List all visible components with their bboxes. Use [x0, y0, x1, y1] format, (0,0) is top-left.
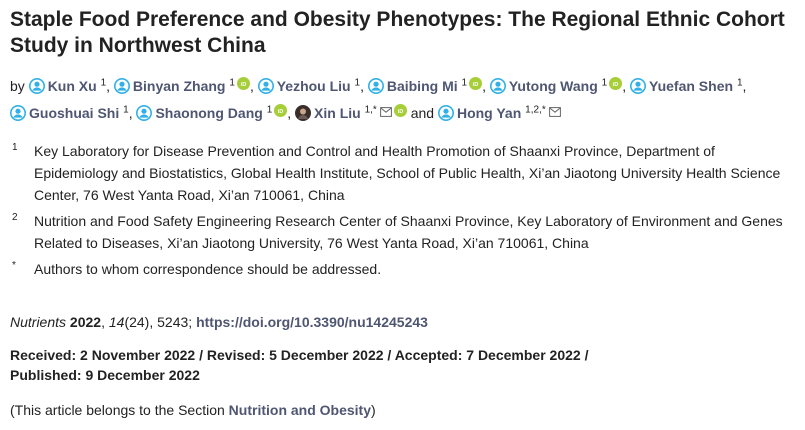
- article-title: Staple Food Preference and Obesity Pheno…: [10, 8, 785, 57]
- affiliation-list: 1 Key Laboratory for Disease Prevention a…: [10, 140, 800, 284]
- author-separator: ,: [360, 78, 368, 94]
- dates-line-2: Published: 9 December 2022: [10, 367, 200, 383]
- email-icon[interactable]: [379, 99, 392, 117]
- author-name[interactable]: Shaonong Dang: [155, 105, 263, 121]
- author-separator: ,: [287, 105, 296, 121]
- author: Guoshuai Shi 1: [10, 105, 129, 121]
- affiliation-marker: *: [12, 260, 16, 271]
- affiliation-item: 2 Nutrition and Food Safety Engineering R…: [10, 210, 800, 254]
- affiliation-item: 1 Key Laboratory for Disease Prevention a…: [10, 140, 800, 206]
- citation: Nutrients 2022, 14(24), 5243; https://do…: [10, 314, 428, 330]
- author-affiliation-marker: 1,*: [364, 104, 377, 116]
- author-affiliation-marker: 1,2,*: [525, 104, 546, 116]
- author-separator: ,: [742, 78, 747, 94]
- author: Kun Xu 1: [28, 76, 107, 94]
- citation-issue: (24): [124, 314, 150, 330]
- author: Baibing Mi 1 iD: [367, 76, 483, 94]
- person-icon[interactable]: [136, 103, 153, 121]
- doi-link[interactable]: https://doi.org/10.3390/nu14245243: [196, 314, 428, 330]
- author: Shaonong Dang 1 iD: [136, 103, 288, 121]
- affiliation-marker: 1: [12, 142, 18, 153]
- svg-text:iD: iD: [473, 82, 479, 88]
- affiliation-item: * Authors to whom correspondence should b…: [10, 258, 800, 280]
- author-separator: ,: [249, 78, 258, 94]
- person-icon[interactable]: [367, 76, 384, 94]
- author-affiliation-marker: 1: [100, 77, 107, 89]
- section-prefix: (This article belongs to the Section: [10, 402, 229, 418]
- affiliation-text: Authors to whom correspondence should be…: [34, 261, 382, 277]
- author-name[interactable]: Hong Yan: [456, 105, 522, 121]
- orcid-icon[interactable]: iD: [236, 72, 250, 90]
- person-icon[interactable]: [257, 76, 274, 94]
- author-name[interactable]: Yutong Wang: [508, 78, 598, 94]
- author-separator: ,: [106, 78, 114, 94]
- person-icon[interactable]: [489, 76, 506, 94]
- author-list: by Kun Xu 1, Binyan Zhang 1 iD, Yezhou Li…: [10, 72, 800, 126]
- person-icon[interactable]: [113, 76, 130, 94]
- orcid-icon[interactable]: iD: [274, 99, 288, 117]
- section-note: (This article belongs to the Section Nut…: [10, 400, 376, 420]
- author-name[interactable]: Yuefan Shen: [649, 78, 734, 94]
- author-affiliation-marker: 1: [266, 104, 273, 116]
- author-separator: ,: [482, 78, 490, 94]
- author-name[interactable]: Xin Liu: [314, 105, 361, 121]
- svg-text:iD: iD: [613, 82, 619, 88]
- svg-text:iD: iD: [397, 109, 403, 115]
- author-affiliation-marker: 1: [354, 77, 361, 89]
- person-icon[interactable]: [10, 103, 26, 121]
- svg-text:iD: iD: [241, 82, 247, 88]
- orcid-icon[interactable]: iD: [393, 99, 407, 117]
- author-separator: ,: [128, 105, 137, 121]
- author: Yezhou Liu 1: [257, 76, 361, 94]
- affiliation-marker: 2: [12, 212, 18, 223]
- publication-dates: Received: 2 November 2022 / Revised: 5 D…: [10, 345, 800, 385]
- affiliation-text: Key Laboratory for Disease Prevention an…: [34, 143, 781, 203]
- author-separator: ,: [622, 78, 631, 94]
- citation-article-number: , 5243;: [149, 314, 193, 330]
- person-icon[interactable]: [28, 76, 45, 94]
- person-icon[interactable]: [630, 76, 647, 94]
- author: Xin Liu 1,* iD: [295, 103, 407, 121]
- journal-name: Nutrients: [10, 314, 67, 330]
- author-affiliation-marker: 1: [601, 77, 608, 89]
- affiliation-text: Nutrition and Food Safety Engineering Re…: [34, 213, 783, 251]
- author-affiliation-marker: 1: [461, 77, 468, 89]
- and-label: and: [406, 105, 438, 121]
- svg-text:iD: iD: [278, 109, 284, 115]
- dates-line-1: Received: 2 November 2022 / Revised: 5 D…: [10, 347, 589, 363]
- citation-year: 2022: [69, 314, 102, 330]
- by-label: by: [10, 78, 25, 94]
- author-affiliation-marker: 1: [229, 77, 235, 89]
- section-suffix: ): [371, 402, 376, 418]
- author: Hong Yan 1,2,*: [437, 103, 561, 121]
- citation-volume: 14: [108, 314, 125, 330]
- author-name[interactable]: Kun Xu: [47, 78, 97, 94]
- author-name[interactable]: Guoshuai Shi: [29, 105, 120, 121]
- author: Yuefan Shen 1: [630, 76, 743, 94]
- author: Binyan Zhang 1 iD: [113, 76, 250, 94]
- author-name[interactable]: Binyan Zhang: [132, 78, 226, 94]
- email-icon[interactable]: [548, 99, 561, 117]
- orcid-icon[interactable]: iD: [469, 72, 483, 90]
- author-affiliation-marker: 1: [736, 77, 743, 89]
- author: Yutong Wang 1 iD: [489, 76, 623, 94]
- author-affiliation-marker: 1: [123, 104, 129, 116]
- author-name[interactable]: Baibing Mi: [386, 78, 458, 94]
- orcid-icon[interactable]: iD: [609, 72, 623, 90]
- person-icon[interactable]: [437, 103, 454, 121]
- author-name[interactable]: Yezhou Liu: [276, 78, 351, 94]
- author-photo-icon[interactable]: [295, 103, 312, 121]
- section-link[interactable]: Nutrition and Obesity: [228, 402, 372, 418]
